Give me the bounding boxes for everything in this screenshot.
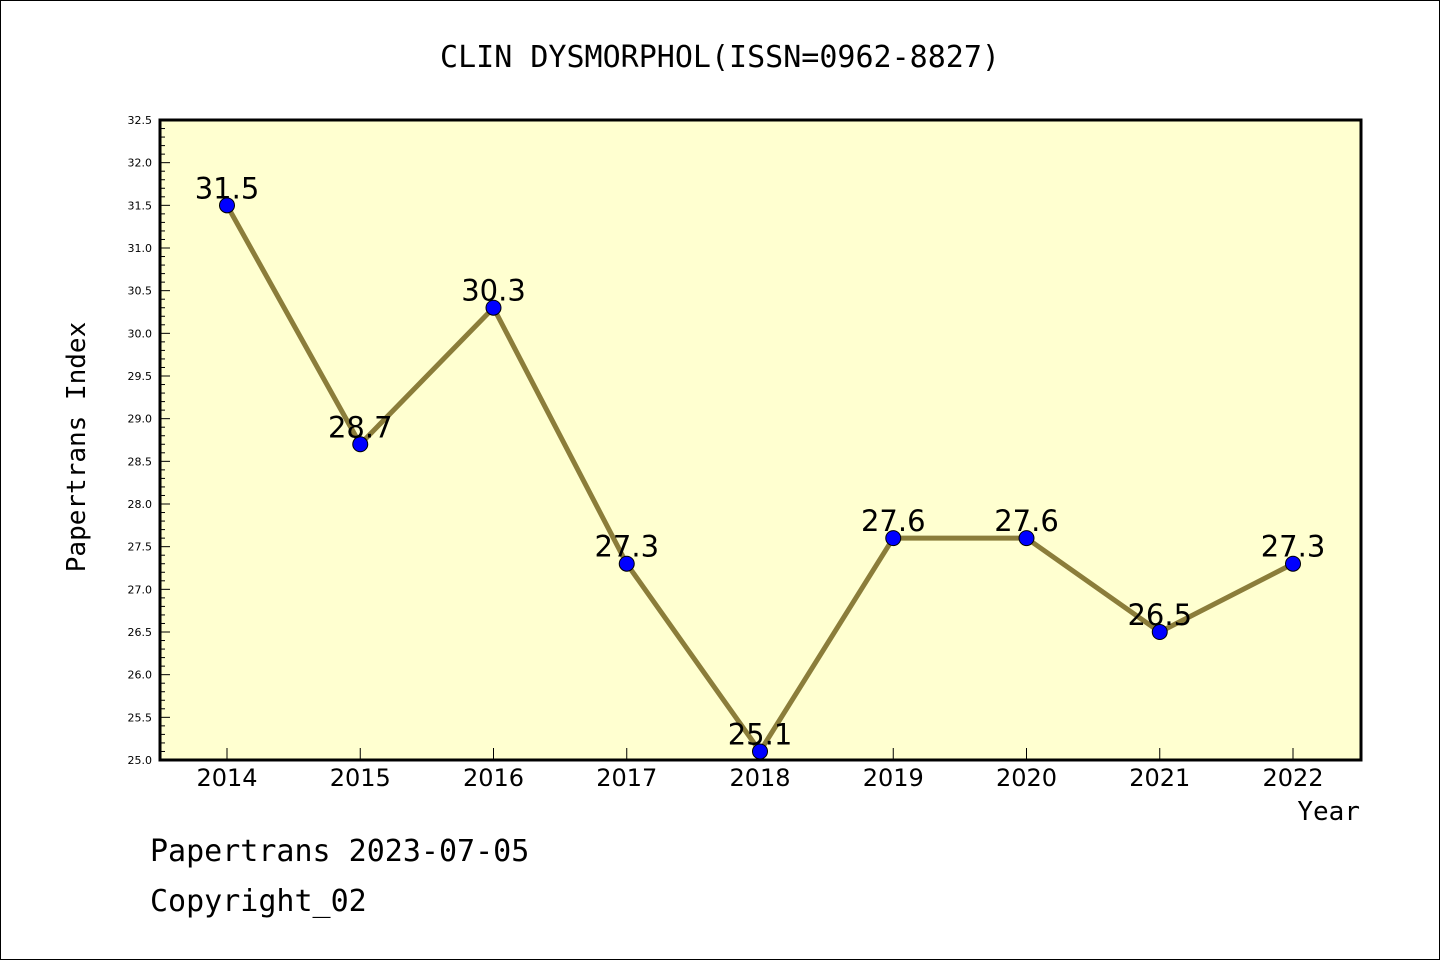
y-tick-label: 32.5 (128, 114, 153, 127)
y-tick-label: 27.5 (128, 541, 153, 554)
y-tick-label: 29.5 (128, 370, 153, 383)
x-tick-label: 2019 (863, 764, 924, 792)
y-tick-label: 32.0 (128, 157, 153, 170)
data-point (1151, 624, 1168, 640)
data-label: 27.3 (1261, 530, 1326, 564)
x-tick-label: 2016 (463, 764, 524, 792)
y-tick-label: 26.0 (128, 669, 153, 682)
data-point (1285, 555, 1301, 572)
x-tick-label: 2014 (196, 764, 257, 792)
footer-date: Papertrans 2023-07-05 (150, 834, 530, 869)
x-tick-label: 2022 (1262, 764, 1323, 792)
x-tick-label: 2015 (330, 764, 391, 792)
data-label: 30.3 (461, 274, 526, 308)
data-label: 26.5 (1127, 598, 1192, 632)
x-tick-label: 2017 (596, 764, 657, 792)
data-point (618, 555, 635, 572)
y-tick-label: 26.5 (128, 626, 153, 639)
y-tick-label: 30.5 (128, 285, 153, 298)
data-point (885, 530, 902, 547)
y-tick-label: 31.5 (128, 199, 153, 212)
x-tick-label: 2018 (729, 764, 790, 792)
data-point (219, 197, 235, 214)
y-tick-label: 28.0 (128, 498, 153, 511)
data-point (1018, 530, 1035, 547)
data-point (352, 436, 369, 453)
data-label: 31.5 (195, 171, 260, 205)
data-label: 27.6 (994, 504, 1059, 538)
x-tick-label: 2021 (1129, 764, 1190, 792)
y-tick-label: 28.5 (128, 455, 153, 468)
data-markers (219, 197, 1301, 760)
y-tick-label: 25.5 (128, 711, 153, 724)
y-axis: 25.0 25.5 26.0 26.5 27.0 27.5 28.0 28.5 29.0 29.5… (128, 114, 170, 767)
x-tick-label: 2020 (996, 764, 1057, 792)
y-axis-label: Papertrans Index (62, 322, 92, 572)
x-axis-label: Year (1297, 797, 1360, 827)
y-tick-label: 25.0 (128, 754, 153, 767)
plot-border (158, 118, 1363, 762)
x-axis: 2014 2015 2016 2017 2018 2019 2020 2021 2022 (196, 748, 1324, 792)
chart-title: CLIN DYSMORPHOL(ISSN=0962-8827) (440, 40, 1000, 75)
footer-copyright: Copyright_02 (150, 884, 367, 919)
data-label: 28.7 (328, 410, 393, 444)
data-point (485, 299, 502, 316)
data-label: 27.6 (861, 504, 926, 538)
data-labels: 31.5 28.7 30.3 27.3 25.1 27.6 27.6 26.5 27.3 (195, 171, 1326, 751)
data-label: 27.3 (594, 530, 659, 564)
y-tick-label: 29.0 (128, 413, 153, 426)
y-tick-label: 30.0 (128, 327, 153, 340)
y-tick-label: 31.0 (128, 242, 153, 255)
data-label: 25.1 (728, 717, 793, 751)
y-tick-label: 27.0 (128, 583, 153, 596)
